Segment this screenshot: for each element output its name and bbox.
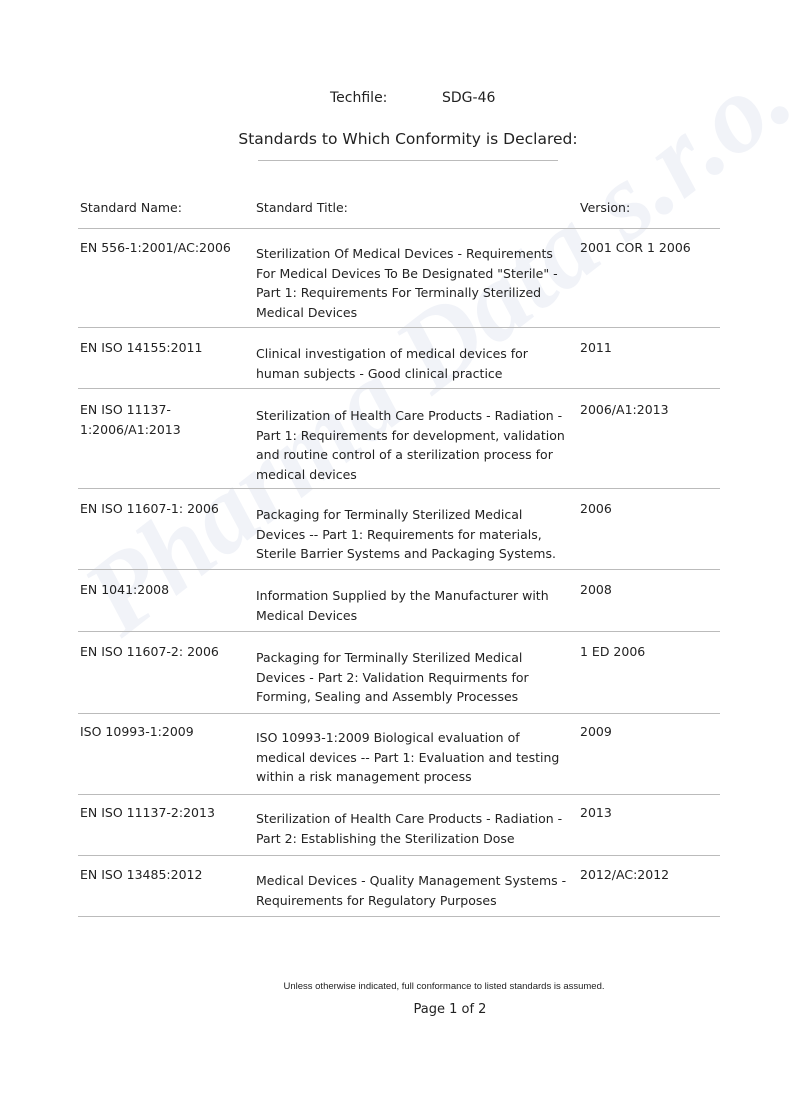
standard-title: Sterilization of Health Care Products - … [256,408,565,482]
standard-name: EN ISO 13485:2012 [80,867,203,882]
page-number: Page 1 of 2 [413,1002,487,1017]
standard-name: EN ISO 14155:2011 [80,340,203,355]
row-rule [78,388,720,389]
row-rule [78,794,720,795]
standard-title: Packaging for Terminally Sterilized Medi… [256,507,556,561]
standard-name: EN 556-1:2001/AC:2006 [80,240,231,255]
version: 2006 [580,501,612,516]
standard-name: EN ISO 11607-1: 2006 [80,501,219,516]
standard-title: Packaging for Terminally Sterilized Medi… [256,650,529,704]
standard-name: EN ISO 11607-2: 2006 [80,644,219,659]
footer-note: Unless otherwise indicated, full conform… [283,981,605,992]
techfile-label: Techfile: [330,90,388,106]
doc-title: Standards to Which Conformity is Declare… [238,130,578,148]
title-underline [258,160,558,161]
standard-name: ISO 10993-1:2009 [80,724,194,739]
column-header: Standard Title: [256,200,348,215]
standard-name: EN 1041:2008 [80,582,170,597]
row-rule [78,916,720,917]
version: 2001 COR 1 2006 [580,240,691,255]
version: 2012/AC:2012 [580,867,670,882]
header-rule [78,228,720,229]
standard-title: Clinical investigation of medical device… [256,346,528,381]
column-header: Standard Name: [80,200,182,215]
version: 2013 [580,805,612,820]
version: 2011 [580,340,612,355]
column-header: Version: [580,200,631,215]
standard-name: EN ISO 11137-2:2013 [80,805,215,820]
row-rule [78,855,720,856]
standard-title: Information Supplied by the Manufacturer… [256,588,549,623]
version: 2008 [580,582,612,597]
techfile-value: SDG-46 [442,90,496,106]
row-rule [78,569,720,570]
standard-name: EN ISO 11137-1:2006/A1:2013 [80,402,181,437]
version: 2009 [580,724,612,739]
row-rule [78,631,720,632]
row-rule [78,713,720,714]
version: 2006/A1:2013 [580,402,669,417]
standard-title: Medical Devices - Quality Management Sys… [256,873,567,908]
row-rule [78,327,720,328]
standard-title: Sterilization Of Medical Devices - Requi… [256,246,558,320]
row-rule [78,488,720,489]
standard-title: Sterilization of Health Care Products - … [256,811,563,846]
version: 1 ED 2006 [580,644,646,659]
standard-title: ISO 10993-1:2009 Biological evaluation o… [256,730,560,784]
